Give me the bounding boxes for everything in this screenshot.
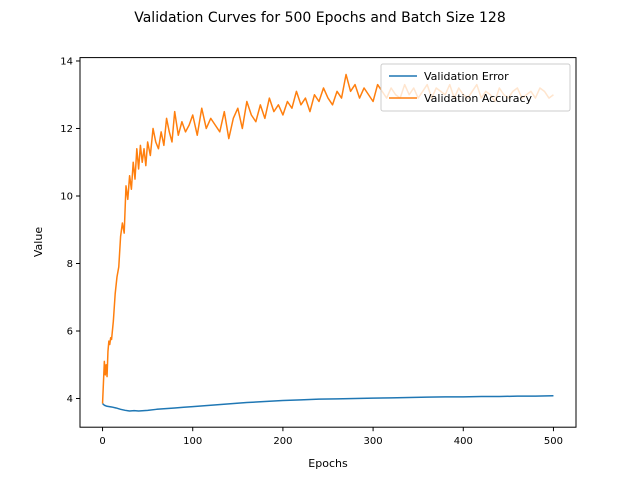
legend: Validation Error Validation Accuracy [380, 63, 571, 112]
legend-label-validation-accuracy: Validation Accuracy [424, 92, 533, 105]
y-tick-label: 6 [67, 327, 73, 338]
y-tick-label: 14 [60, 56, 73, 67]
x-axis-label: Epochs [308, 457, 348, 470]
series-line-validation-error [102, 395, 554, 412]
y-tick-label: 10 [60, 191, 73, 202]
y-tick-label: 12 [60, 124, 73, 135]
y-axis-label: Value [32, 227, 45, 257]
plot-frame [79, 57, 577, 428]
x-tick-label: 500 [544, 436, 563, 447]
x-tick-label: 100 [183, 436, 202, 447]
x-axis: 0 100 200 300 400 500 [99, 427, 563, 447]
y-axis: 4 6 8 10 12 14 [60, 56, 80, 405]
y-tick-label: 8 [67, 259, 73, 270]
legend-label-validation-error: Validation Error [424, 70, 509, 83]
x-tick-label: 400 [454, 436, 473, 447]
legend-box [380, 63, 571, 112]
x-tick-label: 0 [99, 436, 105, 447]
x-tick-label: 200 [273, 436, 292, 447]
y-tick-label: 4 [67, 394, 73, 405]
x-tick-label: 300 [364, 436, 383, 447]
chart-title: Validation Curves for 500 Epochs and Bat… [134, 10, 506, 26]
